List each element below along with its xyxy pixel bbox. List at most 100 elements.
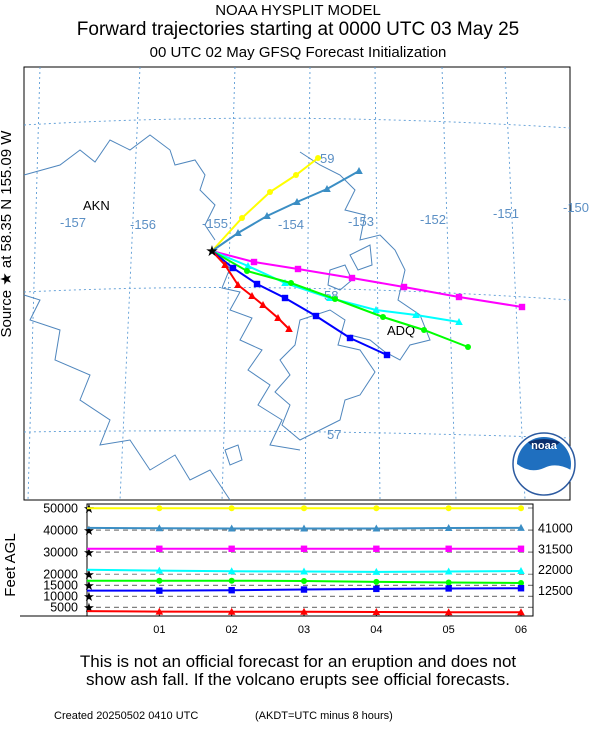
- created-timestamp: Created 20250502 0410 UTC: [54, 710, 199, 722]
- time-tick-label: 03: [298, 624, 310, 636]
- longitude-line-3: [221, 66, 236, 501]
- time-tick-labels: 01 02 03 04 05 06: [153, 624, 527, 636]
- height-series-point-1-1: [155, 524, 164, 532]
- trajectory-point-0-3: [293, 172, 299, 178]
- start-height-label: 22000: [538, 563, 573, 577]
- trajectory-line-1: [211, 170, 360, 252]
- time-tick-label: 06: [515, 624, 527, 636]
- trajectory-layer: [211, 155, 526, 359]
- height-series-point-3-4: [372, 567, 381, 575]
- trajectory-point-2-2: [294, 265, 302, 273]
- start-height-star-icon: ★: [83, 545, 95, 560]
- height-series-point-0-4: [373, 505, 380, 512]
- height-series-point-4-1: [156, 577, 163, 584]
- place-label-akn: AKN: [83, 198, 110, 213]
- trajectory-point-4-2: [288, 280, 294, 286]
- timezone-note: (AKDT=UTC minus 8 hours): [255, 710, 393, 722]
- trajectory-point-4-5: [421, 327, 427, 333]
- longitude-labels: -157 -156 -155 -154 -153 -152 -151 -150: [60, 200, 589, 232]
- height-series-point-4-4: [373, 578, 380, 585]
- trajectory-point-5-5: [346, 334, 354, 342]
- height-series-point-6-1: [155, 607, 164, 615]
- longitude-line-4: [304, 66, 311, 501]
- trajectory-point-3-1: [244, 262, 252, 269]
- start-height-label: 41000: [538, 521, 573, 535]
- coastline-small-island: [327, 264, 353, 291]
- time-tick-label: 01: [153, 624, 165, 636]
- lon-label-157: -157: [60, 215, 86, 230]
- start-height-star-icon: ★: [83, 578, 95, 593]
- trajectory-point-3-6: [455, 318, 463, 325]
- start-height-star-icon: ★: [83, 567, 95, 582]
- coastline-kodiak-island: [274, 309, 376, 441]
- longitude-line-6: [441, 66, 457, 501]
- time-tick-label: 02: [226, 624, 238, 636]
- height-series-point-1-3: [300, 524, 308, 532]
- trajectory-title: Forward trajectories starting at 0000 UT…: [76, 19, 520, 40]
- disclaimer-line-2: show ash fall. If the volcano erupts see…: [86, 670, 510, 689]
- start-height-star-icon: ★: [83, 523, 95, 538]
- trajectory-point-2-1: [250, 258, 258, 266]
- height-series-point-1-6: [517, 523, 525, 531]
- height-series-point-1-5: [444, 524, 453, 532]
- height-series-point-5-4: [373, 585, 380, 593]
- forecast-initialization-subtitle: 00 UTC 02 May GFSQ Forecast Initializati…: [149, 44, 447, 61]
- noaa-logo: noaa: [512, 432, 576, 496]
- height-series-point-0-1: [156, 505, 163, 512]
- height-series-point-3-6: [517, 567, 525, 575]
- trajectory-point-1-4: [323, 185, 331, 192]
- disclaimer: This is not an official forecast for an …: [0, 653, 596, 689]
- height-series-layer: [86, 505, 525, 616]
- height-series-point-0-5: [445, 505, 452, 512]
- coastline: [23, 134, 431, 501]
- longitude-line-2: [119, 66, 141, 501]
- height-tick-label: 15000: [43, 579, 78, 593]
- trajectory-point-6-2: [234, 281, 242, 288]
- place-label-adq: ADQ: [387, 323, 415, 338]
- map-frame: [23, 66, 571, 501]
- trajectory-figure: -157 -156 -155 -154 -153 -152 -151 -150 …: [20, 66, 589, 636]
- height-series-point-5-5: [445, 585, 452, 592]
- trajectory-point-6-5: [274, 314, 282, 321]
- height-tick-label: 40000: [43, 524, 78, 538]
- trajectory-point-2-5: [455, 293, 463, 301]
- lon-label-151: -151: [493, 206, 519, 221]
- latitude-line-57: [23, 430, 571, 439]
- trajectory-point-2-3: [348, 274, 356, 282]
- noaa-logo-wave: [516, 464, 571, 495]
- height-series-point-5-6: [517, 585, 525, 592]
- coastline-peninsula-north: [23, 134, 216, 241]
- lon-label-152: -152: [420, 212, 446, 227]
- lon-label-155: -155: [202, 216, 228, 231]
- trajectory-point-3-5: [412, 311, 420, 318]
- trajectory-point-2-4: [400, 283, 408, 291]
- map-panel: -157 -156 -155 -154 -153 -152 -151 -150 …: [23, 66, 589, 501]
- trajectory-point-4-3: [332, 296, 338, 302]
- trajectory-point-2-6: [518, 303, 526, 311]
- height-series-point-4-5: [445, 579, 452, 586]
- height-series-point-2-2: [228, 545, 235, 552]
- height-series-point-0-6: [518, 505, 524, 512]
- trajectory-point-1-2: [263, 212, 271, 219]
- coastline-islet: [349, 244, 373, 271]
- trajectory-point-4-1: [244, 268, 250, 274]
- latitude-line-58: [23, 287, 571, 301]
- lon-label-153: -153: [348, 214, 374, 229]
- height-series-point-5-1: [156, 587, 163, 594]
- start-height-star-icon: ★: [83, 589, 95, 604]
- height-series-point-4-6: [518, 579, 524, 586]
- longitude-line-7: [504, 66, 526, 501]
- trajectory-point-5-3: [281, 294, 289, 302]
- height-series-point-4-2: [228, 577, 235, 584]
- trajectory-point-5-6: [383, 351, 391, 359]
- coastline-kenai: [299, 151, 431, 361]
- height-series-point-6-3: [300, 607, 308, 615]
- height-series-point-1-2: [227, 524, 236, 532]
- latitude-labels: 59 58 57: [320, 151, 341, 442]
- coastline-shelikof-west: [211, 251, 301, 451]
- height-series-point-6-2: [227, 607, 236, 615]
- trajectory-point-5-4: [312, 312, 320, 320]
- trajectory-point-0-2: [267, 189, 273, 195]
